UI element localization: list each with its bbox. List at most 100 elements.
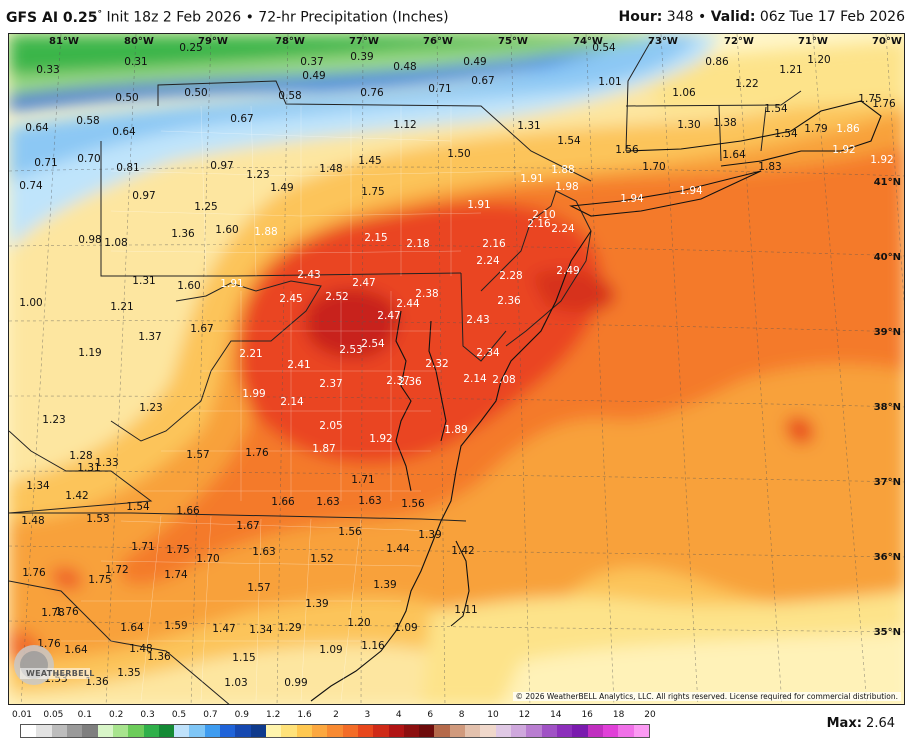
- model-name: GFS AI 0.25: [6, 9, 98, 26]
- precip-value-label: 1.76: [245, 447, 269, 459]
- title-right: Hour: 348 • Valid: 06z Tue 17 Feb 2026: [619, 9, 905, 25]
- legend-tick-label: 0.2: [109, 710, 124, 720]
- logo-text: WEATHERBELL: [26, 669, 95, 678]
- colorbar-swatch: [572, 725, 588, 737]
- precip-value-label: 1.37: [138, 331, 161, 343]
- precip-value-label: 1.57: [247, 582, 270, 594]
- precip-value-label: 0.76: [360, 87, 384, 99]
- colorbar-swatch: [204, 725, 221, 737]
- precip-value-label: 2.21: [239, 348, 262, 360]
- border-nj: [480, 190, 592, 347]
- cyan-band: [9, 34, 721, 251]
- precip-value-label: 1.56: [338, 526, 362, 538]
- colorbar-swatch: [633, 725, 649, 737]
- pale-south: [501, 631, 904, 704]
- precip-value-label: 2.45: [279, 293, 302, 305]
- precip-value-label: 1.48: [21, 515, 44, 527]
- legend-tick-label: 18: [612, 710, 625, 720]
- precip-value-label: 1.06: [672, 87, 696, 99]
- legend-tick-label: 2: [333, 710, 339, 720]
- precip-value-label: 1.76: [872, 98, 896, 110]
- colorbar-swatch: [419, 725, 435, 737]
- precip-value-label: 2.47: [377, 310, 400, 322]
- precip-value-label: 2.36: [398, 376, 422, 388]
- dark-red-core-nj: [531, 268, 616, 313]
- longitude-label: 70°W: [872, 36, 902, 47]
- precip-value-label: 1.28: [69, 450, 92, 462]
- precip-value-label: 1.75: [166, 544, 189, 556]
- precip-value-label: 1.92: [870, 154, 893, 166]
- colorbar-swatch: [449, 725, 466, 737]
- weatherbell-logo-icon: [14, 645, 90, 685]
- precip-value-label: 1.92: [369, 433, 392, 445]
- longitude-label: 76°W: [423, 36, 453, 47]
- precip-value-label: 1.83: [758, 161, 781, 173]
- precip-value-label: 1.16: [361, 640, 385, 652]
- colorbar-swatch: [556, 725, 573, 737]
- colorbar-swatch: [511, 725, 527, 737]
- precip-value-label: 1.67: [190, 323, 213, 335]
- precip-value-label: 0.71: [428, 83, 451, 95]
- colorbar-swatch: [327, 725, 343, 737]
- precip-value-label: 2.24: [551, 223, 575, 235]
- precip-value-label: 1.38: [713, 117, 736, 129]
- precip-shading: [9, 34, 904, 704]
- precip-value-label: 1.49: [270, 182, 293, 194]
- hour-label: Hour:: [618, 9, 663, 25]
- precip-value-label: 1.71: [131, 541, 154, 553]
- colorbar: [20, 724, 650, 738]
- latitude-labels: 41°N 40°N 39°N 38°N 37°N 36°N 35°N: [874, 177, 901, 638]
- precip-value-label: 0.50: [115, 92, 138, 104]
- precip-value-label: 1.78: [41, 607, 64, 619]
- precip-value-label: 1.19: [78, 347, 101, 359]
- precip-value-label: 1.22: [735, 78, 758, 90]
- precip-value-label: 2.52: [325, 291, 348, 303]
- coast-long-island: [569, 170, 762, 217]
- latitude-label: 41°N: [874, 177, 901, 188]
- legend-tick-label: 1.2: [266, 710, 281, 720]
- precip-value-label: 1.91: [220, 278, 243, 290]
- precip-value-label: 1.64: [64, 644, 88, 656]
- precip-value-label: 0.31: [124, 56, 147, 68]
- colorbar-swatch: [143, 725, 159, 737]
- precip-value-label: 1.44: [386, 543, 410, 555]
- precip-value-label: 2.32: [425, 358, 448, 370]
- precip-value-label: 1.01: [598, 76, 621, 88]
- longitude-label: 74°W: [573, 36, 603, 47]
- precip-value-label: 2.24: [476, 255, 500, 267]
- title-left: GFS AI 0.25° Init 18z 2 Feb 2026 • 72-hr…: [6, 9, 449, 26]
- precip-value-label: 2.08: [492, 374, 515, 386]
- colorbar-swatch: [388, 725, 404, 737]
- legend-tick-label: 20: [644, 710, 656, 720]
- border-pa-south: [232, 272, 462, 277]
- dark-red-core: [306, 288, 399, 359]
- colorbar-swatch: [189, 725, 205, 737]
- precip-value-label: 0.58: [76, 115, 99, 127]
- colorbar-swatch: [266, 725, 282, 737]
- border-va-nc: [9, 512, 467, 522]
- init-time: Init 18z 2 Feb 2026: [106, 9, 242, 26]
- precip-value-label: 2.44: [396, 298, 420, 310]
- separator-right: •: [697, 9, 707, 25]
- precip-value-label: 1.76: [55, 606, 79, 618]
- longitude-label: 79°W: [198, 36, 228, 47]
- precip-value-label: 1.31: [132, 275, 155, 287]
- separator: •: [245, 9, 254, 26]
- colorbar-swatch: [373, 725, 389, 737]
- precip-value-label: 1.54: [557, 135, 581, 147]
- legend-tick-label: 0.01: [11, 710, 33, 720]
- precip-value-label: 1.39: [305, 598, 328, 610]
- precip-value-label: 1.54: [126, 501, 150, 513]
- precip-value-label: 0.86: [705, 56, 729, 68]
- colorbar-swatch: [618, 725, 634, 737]
- precip-value-label: 1.42: [65, 490, 88, 502]
- precip-value-label: 1.99: [242, 388, 265, 400]
- colorbar-swatch: [174, 725, 190, 737]
- precip-value-label: 1.54: [774, 128, 798, 140]
- precip-value-label: 1.30: [677, 119, 700, 131]
- precip-value-label: 1.70: [642, 161, 665, 173]
- legend-tick-label: 0.7: [203, 710, 218, 720]
- precip-value-label: 1.35: [117, 667, 140, 679]
- legend-tick-label: 3: [364, 710, 371, 720]
- precip-value-label: 1.12: [393, 119, 416, 131]
